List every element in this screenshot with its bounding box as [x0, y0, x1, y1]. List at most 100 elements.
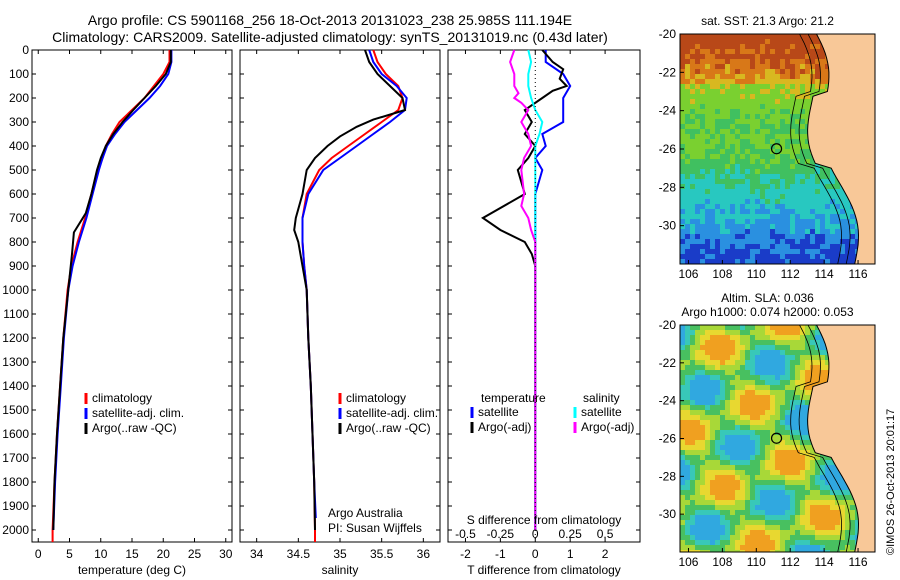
map-cell — [790, 44, 796, 50]
map-cell — [835, 530, 841, 536]
map-cell — [835, 189, 841, 195]
map-cell — [810, 535, 816, 541]
map-cell — [775, 475, 781, 481]
map-cell — [740, 545, 746, 551]
map-cell — [715, 64, 721, 70]
map-cell — [790, 475, 796, 481]
map-cell — [815, 179, 821, 185]
map-cell — [715, 530, 721, 536]
map-cell — [685, 59, 691, 65]
map-content — [680, 34, 875, 264]
map-cell — [805, 114, 811, 120]
map-cell — [785, 470, 791, 476]
map-cell — [765, 144, 771, 150]
map-cell — [695, 74, 701, 80]
map-cell — [785, 189, 791, 195]
map-cell — [770, 525, 776, 531]
map-cell — [780, 224, 786, 230]
map-cell — [745, 139, 751, 145]
map-cell — [740, 450, 746, 456]
map-cell — [795, 79, 801, 85]
map-cell — [790, 460, 796, 466]
map-cell — [695, 445, 701, 451]
map-cell — [690, 129, 696, 135]
map-cell — [795, 69, 801, 75]
map-cell — [805, 39, 811, 45]
map-cell — [720, 480, 726, 486]
map-cell — [750, 530, 756, 536]
map-cell — [750, 535, 756, 541]
map-cell — [795, 44, 801, 50]
map-cell — [800, 495, 806, 501]
x-tick-label: 114 — [815, 555, 834, 569]
map-cell — [755, 510, 761, 516]
map-cell — [795, 39, 801, 45]
map-cell — [820, 179, 826, 185]
map-cell — [690, 244, 696, 250]
map-cell — [710, 194, 716, 200]
map-cell — [805, 355, 811, 361]
map-cell — [695, 450, 701, 456]
map-cell — [830, 495, 836, 501]
map-cell — [785, 139, 791, 145]
map-cell — [740, 69, 746, 75]
map-cell — [700, 84, 706, 90]
x-tick-label: 116 — [848, 267, 867, 281]
map-cell — [840, 244, 846, 250]
map-cell — [715, 370, 721, 376]
map-cell — [730, 89, 736, 95]
map-cell — [725, 144, 731, 150]
map-cell — [730, 214, 736, 220]
map-cell — [820, 69, 826, 75]
map-cell — [755, 375, 761, 381]
map-cell — [715, 460, 721, 466]
map-cell — [715, 119, 721, 125]
map-cell — [680, 59, 686, 65]
map-cell — [695, 149, 701, 155]
map-cell — [735, 39, 741, 45]
map-cell — [720, 450, 726, 456]
map-cell — [720, 350, 726, 356]
map-cell — [745, 194, 751, 200]
map-cell — [755, 360, 761, 366]
map-cell — [700, 89, 706, 95]
map-cell — [820, 540, 826, 546]
map-cell — [810, 540, 816, 546]
map-cell — [705, 109, 711, 115]
map-cell — [730, 390, 736, 396]
map-cell — [700, 134, 706, 140]
map-cell — [695, 470, 701, 476]
map-cell — [835, 209, 841, 215]
map-cell — [705, 49, 711, 55]
map-cell — [695, 194, 701, 200]
map-cell — [775, 124, 781, 130]
map-cell — [755, 169, 761, 175]
map-cell — [785, 124, 791, 130]
map-cell — [790, 139, 796, 145]
map-cell — [720, 370, 726, 376]
map-cell — [750, 455, 756, 461]
map-cell — [705, 430, 711, 436]
map-cell — [770, 435, 776, 441]
map-cell — [730, 134, 736, 140]
map-cell — [775, 540, 781, 546]
map-cell — [795, 164, 801, 170]
map-cell — [795, 144, 801, 150]
map-cell — [765, 59, 771, 65]
map-cell — [680, 515, 686, 521]
map-cell — [775, 515, 781, 521]
map-cell — [680, 430, 686, 436]
map-cell — [720, 545, 726, 551]
map-cell — [825, 505, 831, 511]
map-cell — [715, 204, 721, 210]
map-cell — [685, 254, 691, 260]
map-cell — [765, 224, 771, 230]
map-cell — [810, 515, 816, 521]
map-cell — [710, 189, 716, 195]
map-cell — [745, 340, 751, 346]
map-cell — [800, 44, 806, 50]
map-cell — [780, 39, 786, 45]
y-tick-label: -24 — [659, 394, 677, 408]
map-cell — [775, 229, 781, 235]
map-cell — [795, 340, 801, 346]
